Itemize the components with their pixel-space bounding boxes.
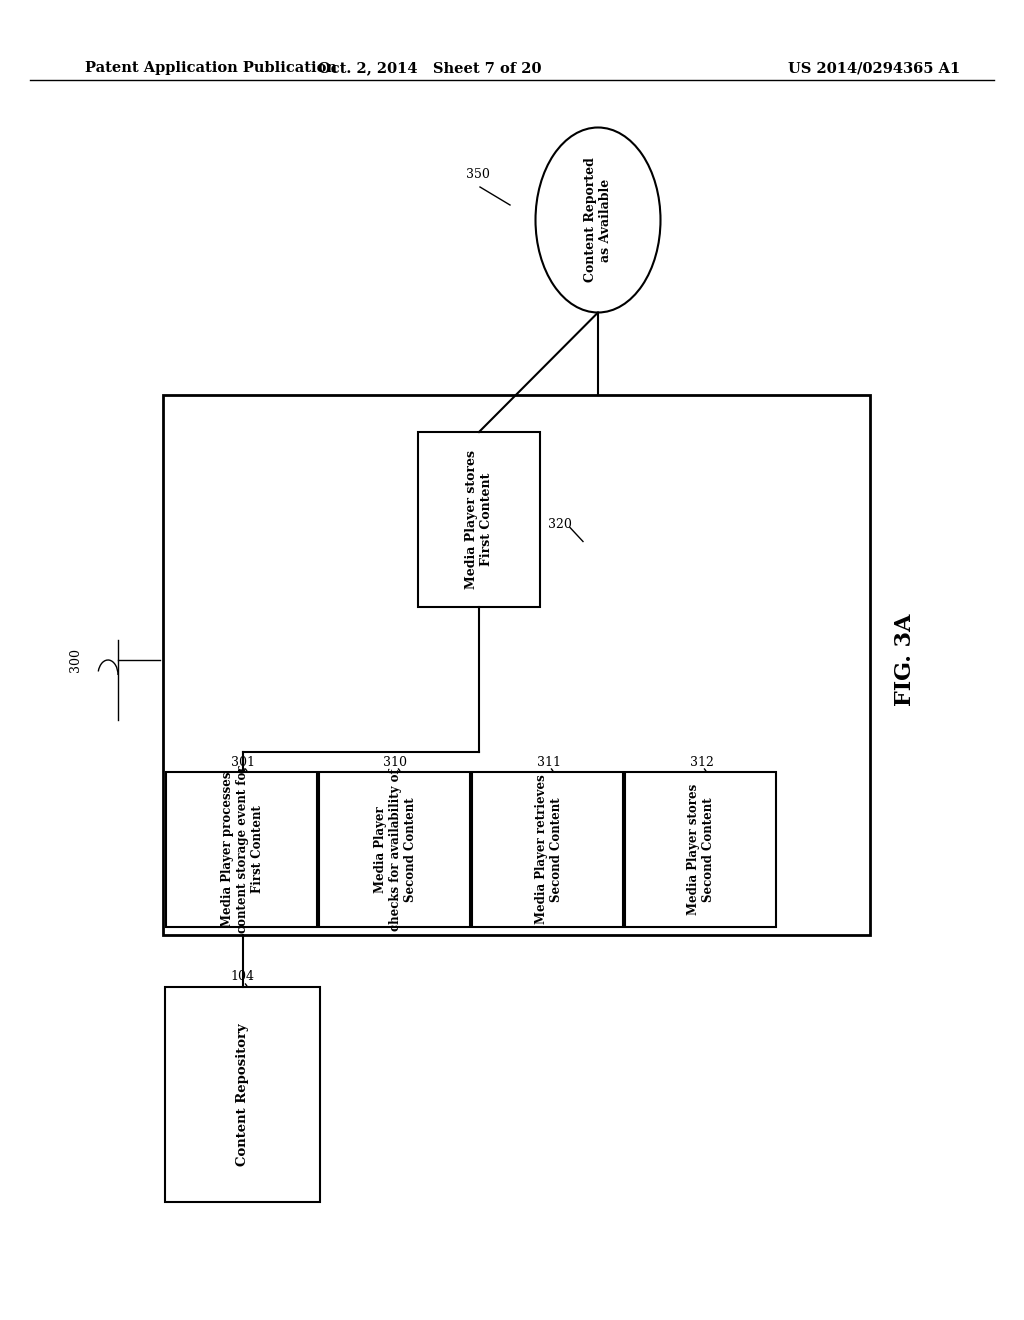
Text: Media Player stores
First Content: Media Player stores First Content	[465, 450, 493, 589]
Text: 311: 311	[537, 755, 560, 768]
Text: FIG. 3A: FIG. 3A	[894, 614, 916, 706]
Text: 300: 300	[69, 648, 82, 672]
Text: Content Reported
as Available: Content Reported as Available	[584, 157, 612, 282]
Text: 312: 312	[689, 755, 714, 768]
Text: US 2014/0294365 A1: US 2014/0294365 A1	[787, 61, 961, 75]
Text: 310: 310	[384, 755, 408, 768]
Polygon shape	[472, 772, 623, 927]
Polygon shape	[625, 772, 776, 927]
Text: Patent Application Publication: Patent Application Publication	[85, 61, 337, 75]
Text: 301: 301	[230, 755, 255, 768]
Text: Media Player stores
Second Content: Media Player stores Second Content	[687, 784, 716, 915]
Text: Media Player
checks for availability of
Second Content: Media Player checks for availability of …	[374, 768, 417, 931]
Polygon shape	[165, 987, 319, 1203]
Text: Media Player retrieves
Second Content: Media Player retrieves Second Content	[535, 775, 562, 924]
Polygon shape	[163, 395, 870, 935]
Polygon shape	[319, 772, 470, 927]
Text: 104: 104	[230, 970, 255, 983]
Text: Media Player processes
content storage event for
First Content: Media Player processes content storage e…	[221, 766, 264, 933]
Text: Content Repository: Content Repository	[236, 1023, 249, 1166]
Polygon shape	[166, 772, 317, 927]
Text: 350: 350	[466, 169, 489, 181]
Polygon shape	[418, 432, 540, 607]
Text: 320: 320	[548, 517, 572, 531]
Ellipse shape	[536, 128, 660, 313]
Text: Oct. 2, 2014   Sheet 7 of 20: Oct. 2, 2014 Sheet 7 of 20	[318, 61, 542, 75]
